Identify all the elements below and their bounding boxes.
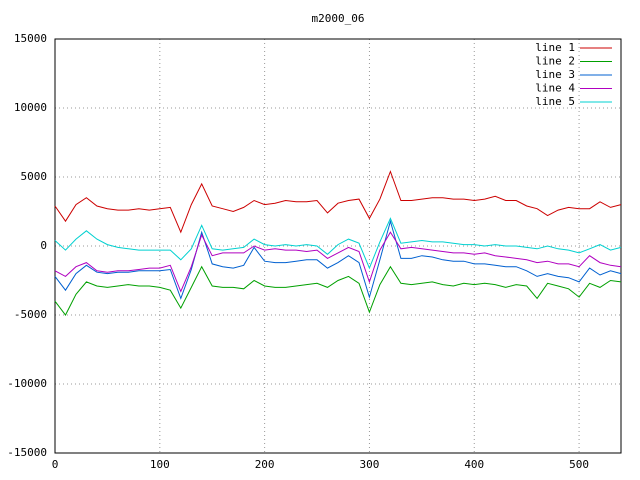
x-tick-label: 100 [150, 458, 170, 471]
series-line [54, 265, 622, 316]
x-tick-label: 500 [569, 458, 589, 471]
x-tick-label: 300 [360, 458, 380, 471]
y-tick-label: 10000 [14, 101, 47, 114]
x-tick-label: 0 [52, 458, 59, 471]
series-line [54, 231, 622, 293]
chart-title: m2000_06 [312, 12, 365, 25]
legend-label: line 1 [535, 41, 575, 54]
y-tick-label: 0 [40, 239, 47, 252]
x-tick-label: 200 [255, 458, 275, 471]
y-tick-label: 15000 [14, 32, 47, 45]
y-tick-label: -15000 [7, 446, 47, 459]
legend-label: line 2 [535, 55, 575, 68]
x-tick-label: 400 [464, 458, 484, 471]
y-tick-label: -10000 [7, 377, 47, 390]
y-tick-label: 5000 [21, 170, 48, 183]
legend-label: line 3 [535, 68, 575, 81]
series-line [54, 217, 622, 270]
series-line [54, 170, 622, 234]
legend-label: line 5 [535, 95, 575, 108]
series-line [54, 219, 622, 300]
legend-label: line 4 [535, 82, 575, 95]
plot-frame [54, 38, 622, 454]
y-tick-label: -5000 [14, 308, 47, 321]
